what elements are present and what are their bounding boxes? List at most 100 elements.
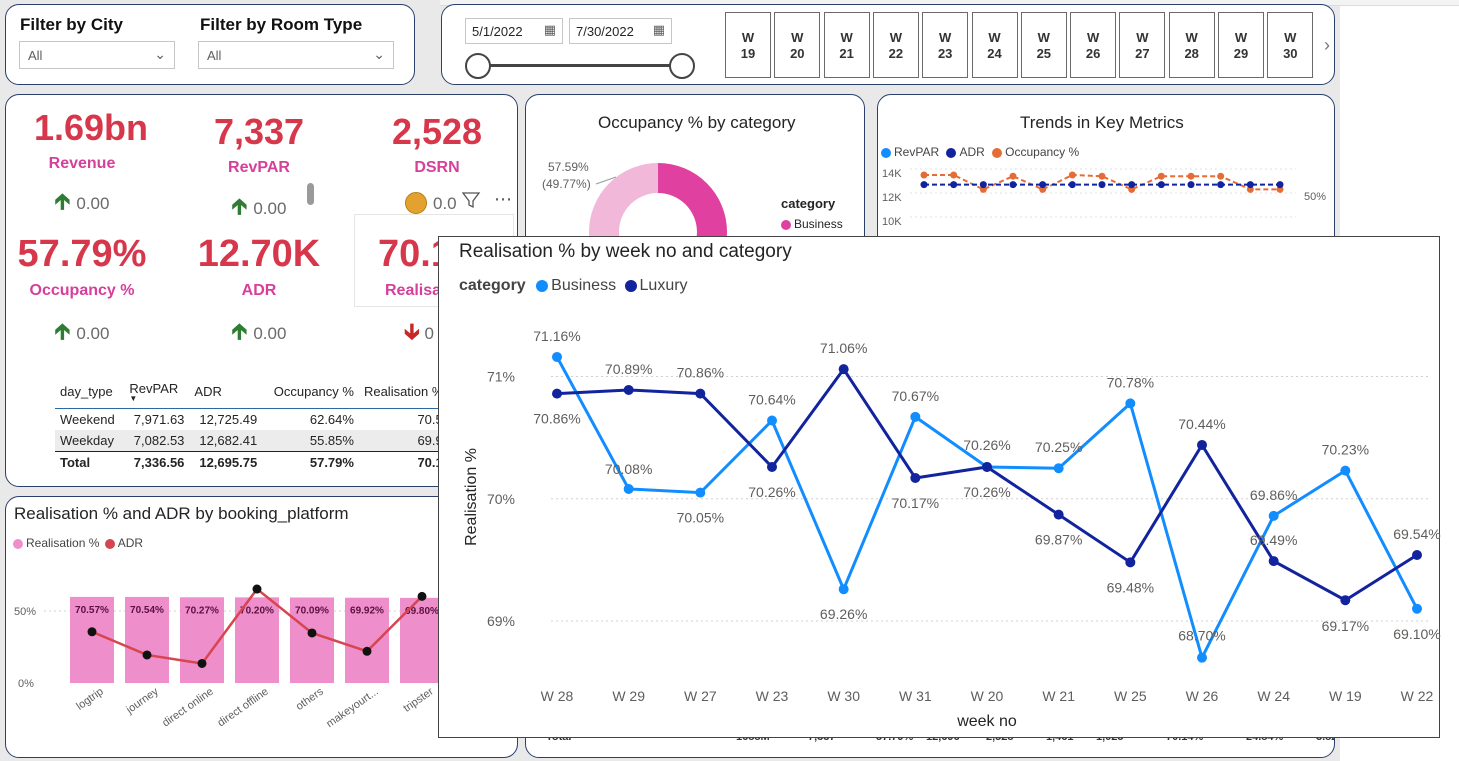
data-point[interactable] [1125, 398, 1136, 409]
data-point[interactable] [695, 388, 706, 399]
focus-line-chart[interactable]: 71% 70% 69% W 28 W 29 W 27 W 23 W 30 W 31 W 20 W 2… [439, 237, 1441, 739]
bar[interactable] [235, 597, 279, 683]
week-button-29[interactable]: W 29 [1218, 12, 1264, 78]
trend-point[interactable] [950, 181, 958, 189]
week-button-23[interactable]: W 23 [922, 12, 969, 78]
trends-mini-chart[interactable] [878, 95, 1335, 254]
trend-point[interactable] [1276, 181, 1284, 189]
bar[interactable] [290, 597, 334, 683]
trend-point[interactable] [1217, 172, 1225, 180]
data-point[interactable] [1268, 556, 1279, 567]
trend-point[interactable] [979, 185, 987, 193]
bar[interactable] [180, 597, 224, 683]
data-point[interactable] [695, 487, 706, 498]
data-point[interactable] [910, 411, 921, 422]
date-slider-end-handle[interactable] [669, 53, 695, 79]
data-point[interactable] [1053, 509, 1064, 520]
data-point[interactable] [1197, 439, 1207, 450]
column-header[interactable]: day_type [60, 384, 113, 399]
data-point[interactable] [1125, 557, 1136, 568]
trend-point[interactable] [1009, 172, 1017, 180]
trend-point[interactable] [920, 171, 928, 179]
trend-point[interactable] [1157, 181, 1165, 189]
adr-point[interactable] [142, 650, 152, 660]
week-button-24[interactable]: W 24 [971, 12, 1018, 78]
trend-point[interactable] [979, 181, 987, 189]
week-button-28[interactable]: W 28 [1168, 12, 1215, 78]
adr-point[interactable] [307, 628, 317, 638]
column-header[interactable]: RevPAR ▼ [124, 378, 189, 409]
bar[interactable] [345, 597, 389, 683]
end-date-input[interactable]: 7/30/2022 ▦ [569, 18, 672, 44]
week-button-25[interactable]: W 25 [1020, 12, 1067, 78]
trend-point[interactable] [1068, 171, 1076, 179]
legend-item-luxury[interactable]: Luxury [639, 277, 688, 294]
data-point[interactable] [1268, 510, 1279, 521]
trend-point[interactable] [1098, 172, 1106, 180]
column-header[interactable]: Occupancy % [273, 384, 354, 399]
data-point[interactable] [1412, 603, 1422, 614]
data-point[interactable] [552, 388, 562, 399]
series-line-business[interactable] [555, 356, 1419, 662]
trend-point[interactable] [1009, 181, 1017, 189]
bar[interactable] [70, 596, 114, 683]
trend-point[interactable] [1217, 181, 1225, 189]
date-slider-start-handle[interactable] [465, 53, 491, 79]
filter-icon[interactable] [460, 189, 482, 211]
data-point[interactable] [910, 472, 921, 483]
trend-point[interactable] [1098, 181, 1106, 189]
week-button-27[interactable]: W 27 [1119, 12, 1166, 78]
trend-point[interactable] [1187, 181, 1195, 189]
realisation-focus-chart[interactable]: Realisation % by week no and category ca… [438, 236, 1441, 739]
week-button-26[interactable]: W 26 [1070, 12, 1117, 78]
data-point[interactable] [1197, 652, 1207, 663]
data-point[interactable] [767, 415, 777, 426]
trend-point[interactable] [950, 171, 958, 179]
calendar-icon[interactable]: ▦ [652, 22, 665, 37]
chevron-right-icon[interactable]: › [1324, 35, 1330, 55]
donut-legend-item[interactable]: Business [781, 217, 843, 231]
data-point[interactable] [838, 364, 849, 375]
trend-point[interactable] [1246, 181, 1254, 189]
data-point[interactable] [982, 461, 992, 472]
adr-point[interactable] [362, 646, 372, 656]
trend-point[interactable] [1128, 185, 1136, 193]
trend-point[interactable] [1068, 181, 1076, 189]
data-point[interactable] [767, 461, 777, 472]
trend-point[interactable] [1187, 172, 1195, 180]
more-options-icon[interactable]: ⋯ [494, 189, 513, 209]
adr-point[interactable] [252, 584, 262, 594]
trend-point[interactable] [1039, 185, 1047, 193]
start-date-input[interactable]: 5/1/2022 ▦ [465, 18, 563, 44]
data-point[interactable] [623, 483, 634, 494]
platform-combo-chart[interactable]: 50% 0% 70.57% 70.54% 70.27% 70.20% 70.09% 69.92… [6, 497, 518, 758]
trend-point[interactable] [1039, 181, 1047, 189]
city-filter-dropdown[interactable]: All ⌄ [19, 41, 175, 69]
trend-point[interactable] [920, 181, 928, 189]
week-button-30[interactable]: W 30 [1267, 12, 1314, 78]
date-slider-track[interactable] [478, 64, 684, 67]
week-button-22[interactable]: W 22 [872, 12, 919, 78]
data-point[interactable] [838, 584, 849, 595]
legend-item-business[interactable]: Business [551, 277, 617, 294]
scrollbar-thumb[interactable] [307, 183, 314, 205]
donut-chart[interactable] [526, 95, 865, 254]
week-button-19[interactable]: W 19 [725, 12, 771, 78]
table-row[interactable]: Weekday 7,082.53 12,682.41 55.85% 69.94 [55, 430, 455, 452]
trend-point[interactable] [1246, 185, 1254, 193]
week-button-21[interactable]: W 21 [823, 12, 870, 78]
column-header[interactable]: Realisation % [363, 384, 444, 399]
adr-point[interactable] [87, 627, 97, 637]
data-point[interactable] [623, 384, 634, 395]
calendar-icon[interactable]: ▦ [543, 22, 556, 37]
data-point[interactable] [1340, 465, 1351, 476]
trend-point[interactable] [1128, 181, 1136, 189]
week-button-20[interactable]: W 20 [774, 12, 821, 78]
data-point[interactable] [1053, 463, 1064, 474]
room-type-filter-dropdown[interactable]: All ⌄ [198, 41, 394, 69]
donut-slice-business[interactable] [658, 163, 727, 254]
adr-point[interactable] [417, 591, 427, 601]
trend-point[interactable] [1157, 172, 1165, 180]
data-point[interactable] [1340, 595, 1351, 606]
adr-point[interactable] [197, 658, 207, 668]
